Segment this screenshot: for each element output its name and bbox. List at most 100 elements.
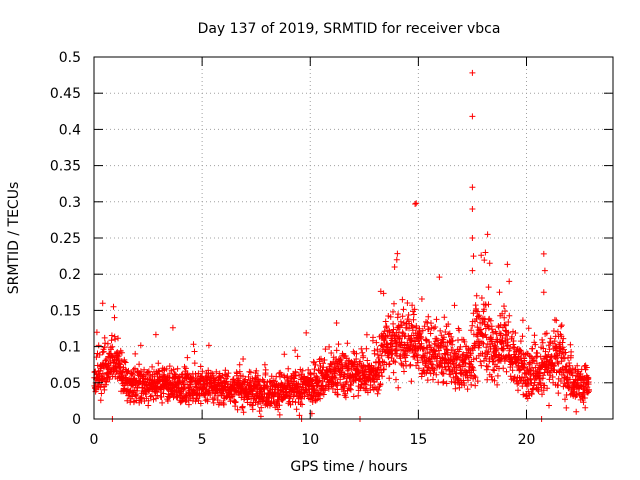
data-point (278, 371, 285, 378)
data-point (491, 367, 498, 374)
data-point (481, 257, 488, 264)
data-point (546, 402, 552, 409)
data-point (386, 361, 392, 368)
data-point (573, 408, 580, 415)
data-point (299, 401, 306, 408)
data-point (482, 249, 489, 256)
data-point (515, 387, 521, 394)
data-point (496, 289, 503, 296)
data-point (491, 377, 498, 384)
data-point (502, 322, 509, 329)
data-point (410, 311, 417, 318)
data-point (398, 361, 405, 368)
data-point (455, 362, 462, 369)
data-point (469, 235, 476, 241)
data-point (503, 368, 510, 375)
data-point (335, 341, 342, 348)
data-point (471, 373, 478, 379)
data-point (452, 385, 459, 392)
data-point (392, 359, 399, 366)
data-point (236, 368, 243, 375)
data-point (539, 336, 546, 343)
data-point (95, 342, 102, 349)
x-tick-label: 15 (409, 432, 427, 448)
data-point (245, 373, 252, 380)
data-point (507, 345, 513, 352)
data-point (540, 372, 547, 379)
data-point (544, 385, 551, 392)
data-point (555, 390, 562, 397)
data-point (390, 326, 397, 333)
data-point (474, 378, 481, 385)
data-point (501, 321, 508, 328)
data-point (449, 337, 456, 344)
data-point (477, 326, 484, 333)
data-point (569, 372, 576, 379)
data-point (424, 350, 431, 357)
data-point (312, 397, 319, 404)
data-point (390, 320, 397, 327)
data-point (382, 318, 389, 325)
data-point (122, 359, 129, 366)
data-point (364, 357, 371, 364)
data-point (152, 331, 159, 338)
data-point (353, 350, 360, 357)
data-point (322, 346, 329, 353)
data-point (331, 370, 338, 377)
data-point (393, 256, 400, 263)
data-point (478, 252, 485, 259)
data-point (468, 327, 475, 334)
data-point (470, 253, 477, 260)
data-point (239, 403, 246, 410)
data-point (154, 392, 161, 399)
data-point (525, 325, 532, 332)
y-axis-label: SRMTID / TECUs (6, 182, 22, 295)
data-point (560, 335, 567, 342)
data-point (108, 346, 114, 353)
data-point (350, 393, 357, 400)
data-point (185, 401, 192, 408)
data-point (293, 406, 300, 413)
data-point (551, 338, 558, 345)
data-point (316, 358, 323, 365)
data-point (130, 366, 137, 373)
data-point (408, 337, 415, 344)
data-point (410, 316, 417, 323)
data-point (184, 354, 191, 361)
data-point (334, 380, 341, 387)
data-point (317, 363, 324, 369)
data-point (413, 323, 420, 329)
data-point (222, 367, 229, 374)
data-point (381, 366, 387, 373)
data-point (149, 363, 156, 370)
data-point (294, 353, 301, 360)
data-point (129, 370, 135, 377)
axis-ticks: 0 0.05 0.1 0.15 0.2 0.25 0.3 0.35 0.4 0.45 0.5 0 5 10… (50, 50, 613, 448)
data-point (337, 376, 344, 383)
data-point (93, 329, 100, 336)
data-point (312, 361, 319, 368)
data-point (236, 361, 243, 368)
data-point (370, 365, 377, 372)
data-point (504, 342, 511, 349)
data-point (459, 363, 466, 370)
data-point (276, 402, 283, 409)
data-point (118, 349, 125, 356)
y-tick-label: 0.45 (50, 86, 81, 102)
data-point (358, 345, 365, 352)
data-point (281, 351, 288, 358)
data-point (249, 375, 256, 382)
data-point (393, 376, 399, 383)
data-point (540, 289, 547, 296)
data-point (540, 387, 547, 394)
data-point (509, 367, 516, 374)
data-point (258, 404, 265, 411)
data-point (456, 327, 463, 334)
data-point (439, 364, 446, 371)
data-point (395, 311, 402, 318)
data-point (486, 260, 493, 267)
data-point (492, 345, 499, 352)
data-point (485, 363, 491, 370)
data-point (334, 391, 341, 398)
y-tick-label: 0.15 (50, 303, 81, 319)
